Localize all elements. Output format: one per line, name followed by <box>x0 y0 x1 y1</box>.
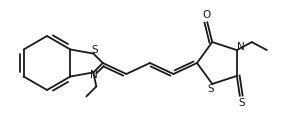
Text: S: S <box>207 84 214 94</box>
Text: N: N <box>91 70 98 80</box>
Text: S: S <box>91 45 98 55</box>
Text: S: S <box>239 98 245 108</box>
Text: N: N <box>237 42 245 52</box>
Text: O: O <box>202 10 210 20</box>
